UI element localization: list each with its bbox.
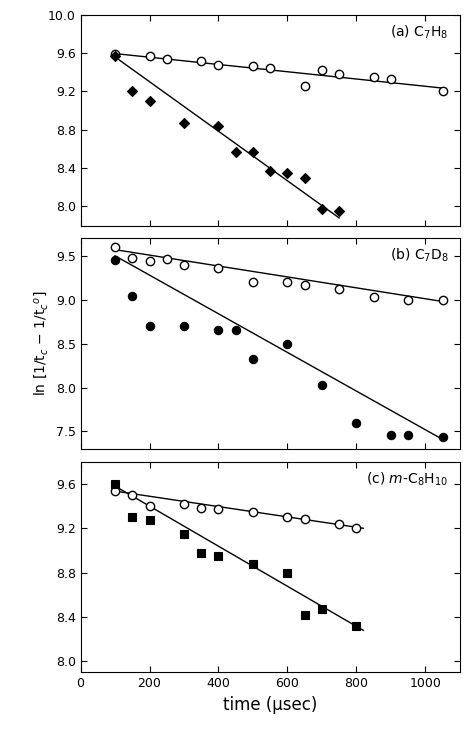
X-axis label: time (μsec): time (μsec) — [223, 696, 318, 714]
Text: (c) $m$-C$_8$H$_{10}$: (c) $m$-C$_8$H$_{10}$ — [366, 470, 448, 488]
Y-axis label: ln [1/t$_c$ $-$ 1/t$_c$$^o$]: ln [1/t$_c$ $-$ 1/t$_c$$^o$] — [32, 291, 50, 396]
Text: (b) C$_7$D$_8$: (b) C$_7$D$_8$ — [390, 247, 448, 264]
Text: (a) C$_7$H$_8$: (a) C$_7$H$_8$ — [390, 23, 448, 41]
